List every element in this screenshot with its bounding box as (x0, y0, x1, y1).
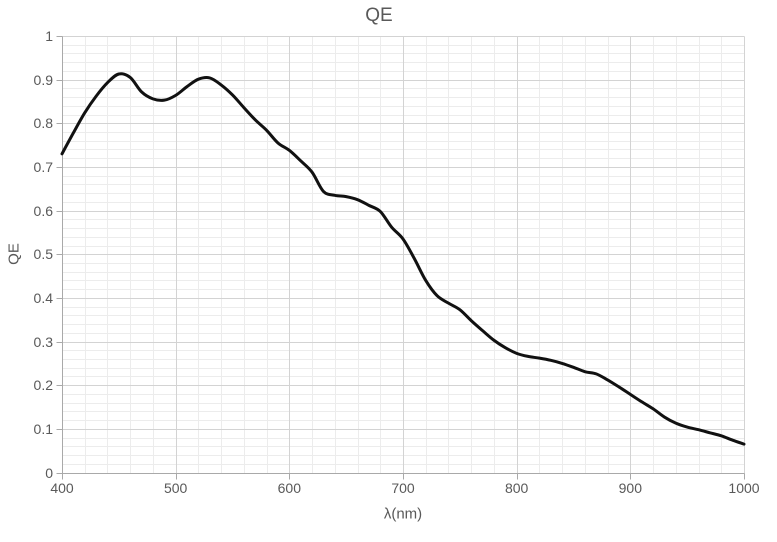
y-tick-label-0.1: 0.1 (33, 420, 53, 437)
y-axis-title: QE (5, 243, 23, 265)
qe-curve (60, 72, 746, 446)
x-tick-label-1000: 1000 (728, 480, 760, 496)
x-tick-label-400: 400 (50, 480, 74, 496)
y-tick-label-0.8: 0.8 (33, 115, 53, 132)
y-tick-label-0.2: 0.2 (33, 377, 53, 394)
x-tick-label-900: 900 (618, 480, 643, 496)
x-axis-title: λ(nm) (383, 505, 423, 523)
y-tick-label-0.5: 0.5 (33, 246, 53, 263)
y-tick-label-0.6: 0.6 (33, 202, 53, 219)
y-tick-label-0.4: 0.4 (33, 289, 53, 306)
x-tick-label-600: 600 (277, 480, 302, 496)
y-tick-label-1: 1 (45, 28, 53, 44)
y-tick-label-0.9: 0.9 (33, 71, 53, 88)
x-tick-label-800: 800 (504, 480, 529, 496)
y-tick-label-0.3: 0.3 (33, 333, 53, 350)
y-tick-label-0: 0 (45, 464, 53, 481)
x-tick-label-500: 500 (163, 480, 188, 496)
x-tick-label-700: 700 (391, 480, 415, 496)
chart-title: QE (365, 5, 393, 26)
y-tick-label-0.7: 0.7 (33, 158, 53, 175)
